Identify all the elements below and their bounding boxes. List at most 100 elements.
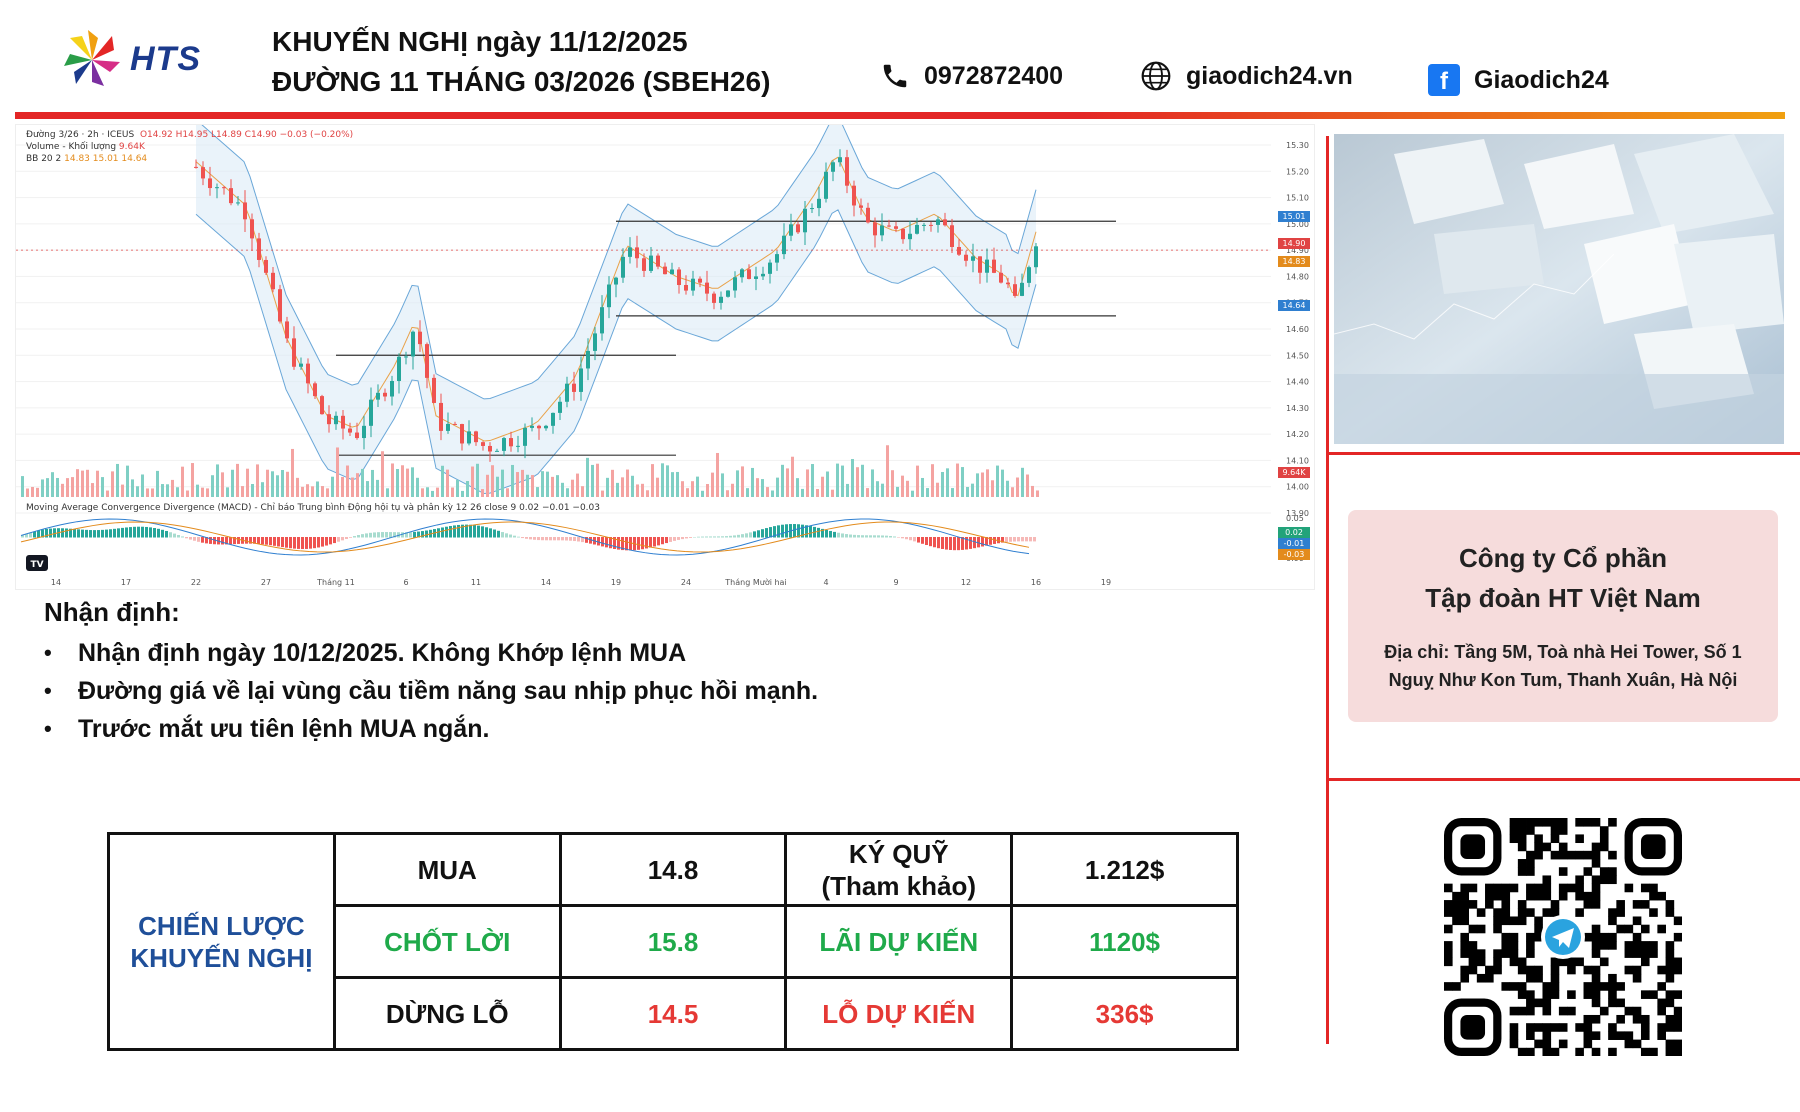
macd-histogram-bar bbox=[1005, 537, 1008, 543]
volume-bar bbox=[246, 468, 249, 497]
macd-label-text: Moving Average Convergence Divergence (M… bbox=[26, 503, 517, 513]
macd-histogram-bar bbox=[517, 536, 520, 538]
qr-module bbox=[1567, 850, 1576, 860]
candle-body bbox=[404, 356, 408, 358]
volume-bar bbox=[121, 484, 124, 497]
volume-bar bbox=[191, 463, 194, 497]
macd-histogram-bar bbox=[373, 532, 376, 538]
macd-histogram-bar bbox=[369, 532, 372, 538]
candle-body bbox=[502, 438, 506, 451]
qr-module bbox=[1591, 883, 1601, 893]
candle-body bbox=[509, 438, 513, 447]
qr-module bbox=[1452, 891, 1461, 901]
qr-module bbox=[1534, 850, 1543, 860]
volume-bar bbox=[176, 487, 179, 497]
candle-body bbox=[432, 377, 436, 403]
assessment-item: Nhận định ngày 10/12/2025. Không Khớp lệ… bbox=[44, 634, 818, 672]
candle-body bbox=[992, 259, 996, 273]
margin-label: KÝ QUỸ (Tham khảo) bbox=[784, 832, 1014, 907]
macd-histogram-bar bbox=[649, 537, 652, 548]
qr-module bbox=[1485, 883, 1494, 893]
volume-bar bbox=[966, 486, 969, 497]
side-divider-2 bbox=[1326, 778, 1800, 781]
macd-histogram-bar bbox=[157, 528, 160, 538]
macd-histogram-bar bbox=[637, 537, 640, 550]
price-chart: 15.3015.2015.1015.0014.9014.8014.7014.60… bbox=[15, 124, 1315, 590]
macd-histogram-bar bbox=[665, 537, 668, 544]
volume-bar bbox=[786, 468, 789, 497]
qr-module bbox=[1673, 957, 1683, 967]
candle-body bbox=[922, 224, 926, 226]
qr-module bbox=[1640, 990, 1650, 999]
candle-body bbox=[278, 289, 282, 322]
qr-module bbox=[1550, 1023, 1560, 1032]
qr-module bbox=[1575, 891, 1584, 901]
expected-profit-label: LÃI DỰ KIẾN bbox=[784, 904, 1014, 979]
macd-histogram-bar bbox=[597, 537, 600, 546]
volume-bar bbox=[1011, 487, 1014, 497]
macd-histogram-bar bbox=[993, 537, 996, 544]
candle-body bbox=[313, 383, 317, 397]
candle-body bbox=[628, 247, 632, 257]
macd-histogram-bar bbox=[301, 537, 304, 550]
qr-module bbox=[1460, 883, 1470, 893]
qr-module bbox=[1468, 949, 1478, 958]
candle-body bbox=[439, 402, 443, 431]
volume-bar bbox=[116, 463, 119, 497]
qr-module bbox=[1583, 1014, 1593, 1024]
macd-histogram-bar bbox=[73, 529, 76, 538]
qr-module bbox=[1640, 924, 1650, 934]
telegram-qr-code[interactable] bbox=[1443, 817, 1683, 1057]
macd-histogram-bar bbox=[421, 531, 424, 538]
qr-module bbox=[1665, 990, 1675, 999]
qr-module bbox=[1534, 1039, 1543, 1049]
qr-module bbox=[1665, 941, 1675, 950]
qr-module bbox=[1591, 949, 1601, 958]
phone-contact[interactable]: 0972872400 bbox=[880, 58, 1063, 94]
macd-histogram-bar bbox=[701, 536, 704, 538]
qr-module bbox=[1452, 908, 1461, 917]
qr-module bbox=[1624, 941, 1634, 950]
qr-module bbox=[1468, 900, 1478, 909]
qr-module bbox=[1616, 924, 1625, 934]
volume-bar bbox=[511, 464, 514, 497]
qr-module bbox=[1476, 949, 1486, 958]
qr-module bbox=[1608, 941, 1617, 950]
macd-histogram-bar bbox=[405, 532, 408, 538]
volume-bar bbox=[421, 488, 424, 497]
volume-bar bbox=[561, 482, 564, 497]
qr-module bbox=[1526, 1023, 1535, 1032]
macd-histogram-bar bbox=[529, 537, 532, 540]
qr-module bbox=[1673, 916, 1683, 926]
qr-module bbox=[1640, 941, 1650, 950]
qr-module bbox=[1665, 1039, 1675, 1049]
date-tick-label: Tháng Mười hai bbox=[724, 577, 786, 587]
qr-module bbox=[1444, 908, 1453, 917]
qr-module bbox=[1468, 924, 1478, 934]
volume-bar bbox=[826, 471, 829, 497]
volume-bar bbox=[226, 487, 229, 497]
candle-body bbox=[649, 255, 653, 271]
macd-histogram-bar bbox=[233, 537, 236, 545]
volume-bar bbox=[21, 476, 24, 497]
facebook-name: Giaodich24 bbox=[1474, 65, 1609, 94]
volume-bar bbox=[496, 476, 499, 497]
qr-module bbox=[1526, 941, 1535, 950]
price-tick-label: 14.20 bbox=[1286, 430, 1309, 439]
macd-histogram-bar bbox=[757, 530, 760, 538]
qr-module bbox=[1583, 818, 1593, 827]
volume-bar bbox=[676, 471, 679, 497]
candle-body bbox=[845, 157, 849, 186]
volume-bar bbox=[1026, 474, 1029, 497]
macd-histogram-bar bbox=[393, 532, 396, 538]
volume-bar bbox=[161, 484, 164, 497]
website-contact[interactable]: giaodich24.vn bbox=[1140, 58, 1353, 94]
macd-histogram-bar bbox=[145, 526, 148, 538]
qr-module bbox=[1493, 891, 1502, 901]
facebook-contact[interactable]: f Giaodich24 bbox=[1428, 62, 1609, 98]
pinwheel-logo-icon bbox=[64, 30, 120, 86]
macd-histogram-bar bbox=[729, 535, 732, 538]
qr-module bbox=[1534, 998, 1543, 1008]
macd-histogram-bar bbox=[937, 537, 940, 549]
qr-module bbox=[1526, 883, 1535, 893]
